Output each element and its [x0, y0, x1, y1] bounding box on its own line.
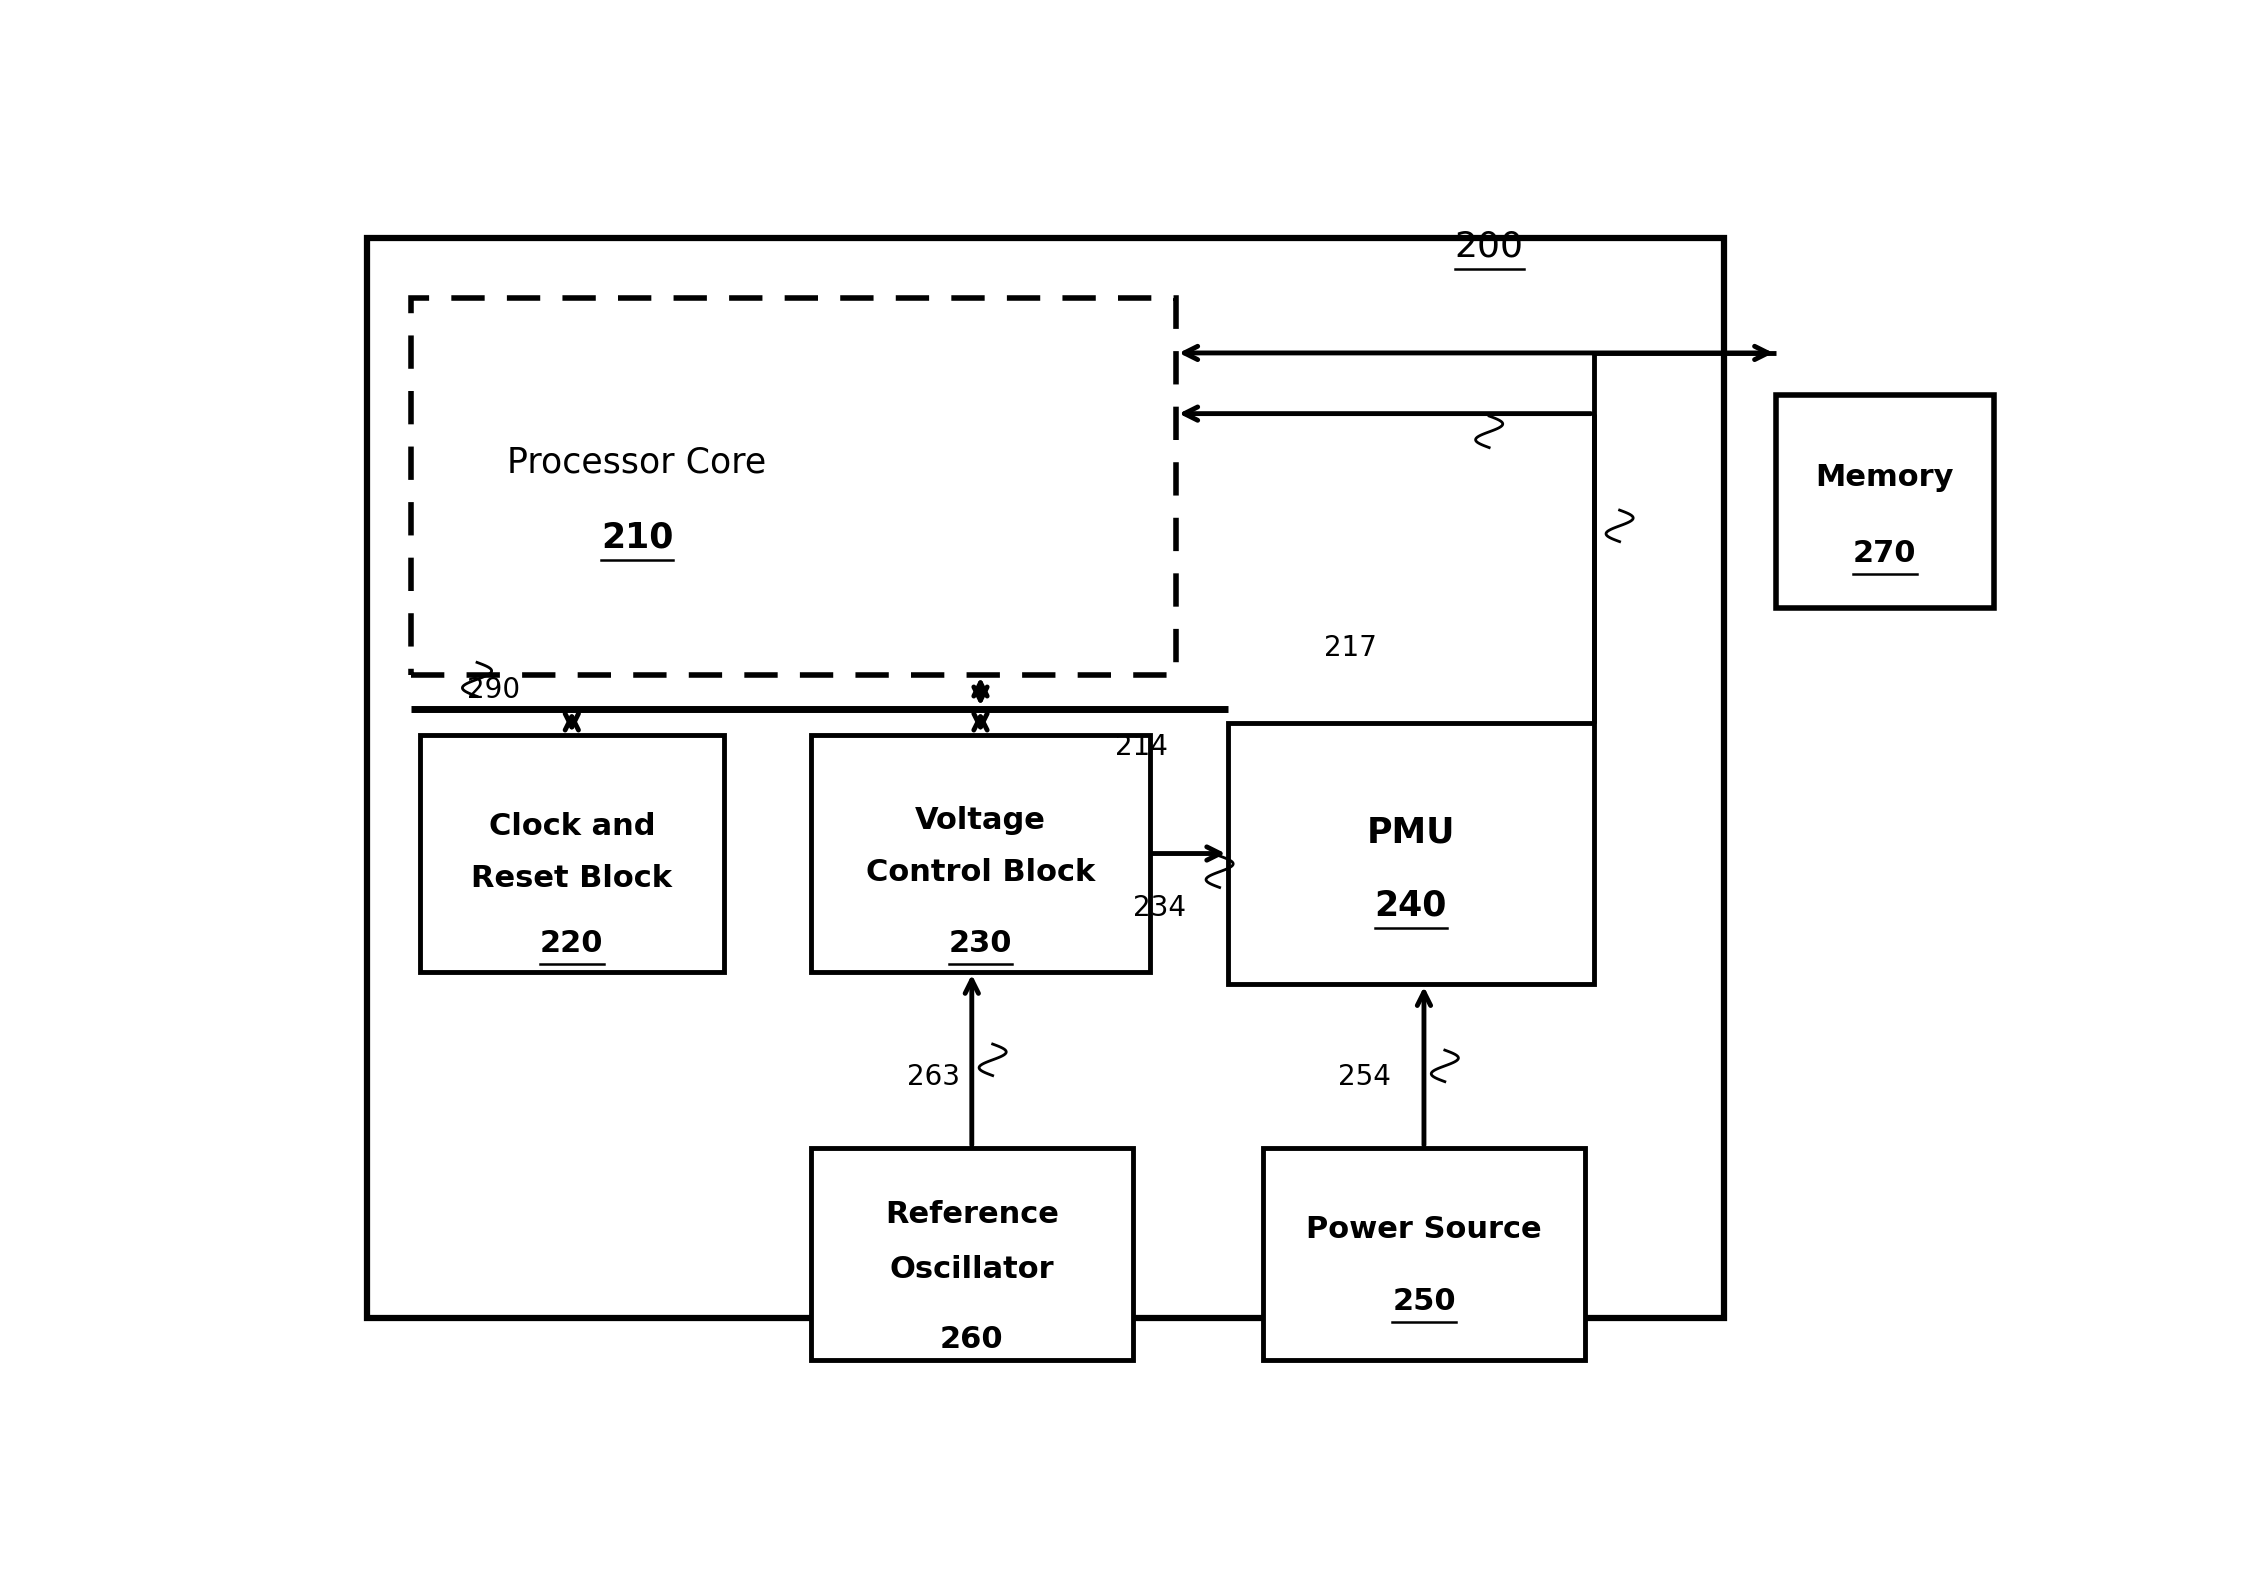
Bar: [1263, 1147, 1584, 1360]
Text: Voltage: Voltage: [916, 805, 1046, 835]
Text: 217: 217: [1324, 634, 1378, 662]
Text: 200: 200: [1454, 229, 1524, 263]
Text: Control Block: Control Block: [866, 857, 1095, 887]
Text: Clock and: Clock and: [489, 812, 655, 840]
Text: Memory: Memory: [1815, 463, 1955, 492]
Text: 234: 234: [1133, 894, 1185, 922]
Text: Reference: Reference: [884, 1199, 1059, 1229]
Bar: [368, 238, 1723, 1318]
Bar: [1227, 723, 1593, 983]
Text: 270: 270: [1854, 539, 1916, 567]
Text: 260: 260: [940, 1325, 1003, 1354]
Text: 254: 254: [1337, 1064, 1391, 1092]
Text: Power Source: Power Source: [1306, 1215, 1542, 1243]
Bar: [1777, 396, 1993, 608]
Text: 240: 240: [1376, 889, 1447, 922]
Text: 263: 263: [907, 1064, 960, 1092]
Text: 290: 290: [467, 676, 521, 704]
Text: 214: 214: [1115, 733, 1169, 761]
Text: Reset Block: Reset Block: [471, 864, 673, 894]
Bar: [810, 1147, 1133, 1360]
Text: PMU: PMU: [1367, 815, 1454, 849]
Bar: [411, 298, 1176, 675]
Bar: [810, 734, 1151, 972]
Text: 220: 220: [541, 930, 604, 958]
Text: 230: 230: [949, 930, 1012, 958]
Text: 250: 250: [1391, 1288, 1456, 1316]
Bar: [420, 734, 725, 972]
Text: Processor Core: Processor Core: [507, 444, 767, 479]
Text: 210: 210: [601, 520, 673, 555]
Text: Oscillator: Oscillator: [889, 1254, 1055, 1284]
